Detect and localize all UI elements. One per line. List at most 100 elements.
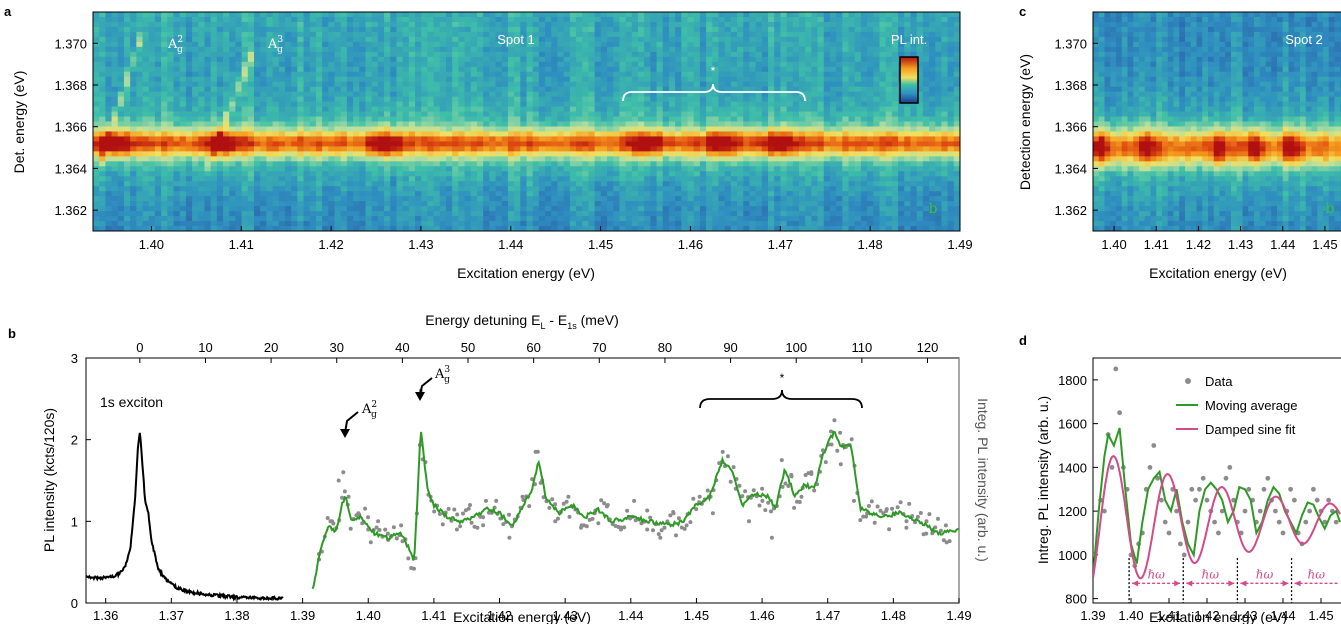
heatmap-cell bbox=[235, 111, 243, 118]
heatmap-cell bbox=[489, 106, 497, 113]
heatmap-cell bbox=[637, 71, 645, 78]
heatmap-cell bbox=[315, 76, 323, 83]
heatmap-cell bbox=[353, 46, 360, 53]
heatmap-cell bbox=[303, 106, 311, 113]
heatmap-cell bbox=[514, 111, 521, 118]
heatmap-cell bbox=[600, 156, 608, 162]
heatmap-cell bbox=[724, 36, 732, 43]
heatmap-cell bbox=[607, 171, 614, 177]
heatmap-cell bbox=[786, 171, 794, 177]
heatmap-cell bbox=[464, 21, 472, 28]
heatmap-cell bbox=[315, 12, 323, 18]
heatmap-cell bbox=[396, 221, 404, 227]
heatmap-cell bbox=[483, 111, 490, 118]
heatmap-cell bbox=[371, 201, 379, 207]
heatmap-cell bbox=[607, 91, 614, 98]
heatmap-cell bbox=[557, 141, 565, 147]
heatmap-cell bbox=[786, 206, 794, 212]
heatmap-cell bbox=[489, 56, 497, 63]
heatmap-cell bbox=[675, 12, 682, 18]
heatmap-cell bbox=[117, 226, 125, 231]
heatmap-cell bbox=[247, 111, 255, 118]
heatmap-cell bbox=[179, 176, 187, 182]
heatmap-cell bbox=[551, 176, 559, 182]
heatmap-cell bbox=[607, 146, 614, 152]
heatmap-cell bbox=[718, 216, 726, 222]
heatmap-cell bbox=[563, 56, 571, 63]
heatmap-cell bbox=[538, 216, 546, 222]
heatmap-cell bbox=[452, 211, 459, 217]
heatmap-cell bbox=[495, 76, 503, 83]
heatmap-cell bbox=[712, 186, 720, 192]
heatmap-cell bbox=[284, 86, 292, 93]
heatmap-cell bbox=[384, 156, 391, 162]
heatmap-cell bbox=[792, 21, 800, 28]
heatmap-cell bbox=[359, 176, 367, 182]
heatmap-cell bbox=[303, 21, 311, 28]
heatmap-cell bbox=[675, 106, 682, 113]
heatmap-cell bbox=[563, 101, 571, 108]
heatmap-cell bbox=[192, 101, 199, 108]
heatmap-cell bbox=[154, 36, 162, 43]
heatmap-cell bbox=[278, 56, 286, 63]
heatmap-cell bbox=[613, 12, 620, 18]
heatmap-cell bbox=[179, 96, 187, 103]
heatmap-cell bbox=[291, 181, 298, 187]
heatmap-cell bbox=[514, 46, 521, 53]
heatmap-cell bbox=[452, 136, 459, 143]
heatmap-cell bbox=[142, 176, 150, 182]
heatmap-cell bbox=[737, 216, 744, 222]
heatmap-cell bbox=[167, 226, 175, 231]
heatmap-cell bbox=[136, 36, 144, 43]
heatmap-cell bbox=[235, 146, 243, 152]
heatmap-cell bbox=[489, 156, 497, 162]
heatmap-cell bbox=[786, 141, 794, 147]
heatmap-cell bbox=[297, 176, 305, 182]
heatmap-cell bbox=[483, 166, 490, 172]
heatmap-cell bbox=[396, 176, 404, 182]
heatmap-cell bbox=[408, 31, 416, 38]
heatmap-cell bbox=[154, 186, 162, 192]
heatmap-cell bbox=[303, 146, 311, 152]
heatmap-cell bbox=[483, 21, 490, 28]
heatmap-cell bbox=[247, 166, 255, 172]
heatmap-cell bbox=[625, 71, 633, 78]
heatmap-cell bbox=[235, 31, 243, 38]
heatmap-cell bbox=[483, 221, 490, 227]
heatmap-cell bbox=[730, 176, 738, 182]
heatmap-cell bbox=[136, 106, 144, 113]
heatmap-cell bbox=[761, 176, 769, 182]
heatmap-cell bbox=[303, 56, 311, 63]
heatmap-cell bbox=[161, 86, 168, 93]
heatmap-cell bbox=[668, 131, 676, 138]
heatmap-cell bbox=[507, 66, 515, 73]
heatmap-cell bbox=[520, 101, 528, 108]
heatmap-cell bbox=[724, 16, 732, 23]
heatmap-cell bbox=[613, 136, 620, 143]
heatmap-cell bbox=[334, 156, 342, 162]
heatmap-cell bbox=[241, 101, 249, 108]
heatmap-cell bbox=[619, 116, 627, 123]
heatmap-cell bbox=[724, 186, 732, 192]
heatmap-cell bbox=[656, 181, 664, 187]
heatmap-cell bbox=[111, 141, 119, 147]
heatmap-cell bbox=[254, 101, 261, 108]
heatmap-cell bbox=[656, 16, 664, 23]
heatmap-cell bbox=[532, 71, 540, 78]
heatmap-cell bbox=[284, 151, 292, 157]
heatmap-cell bbox=[161, 61, 168, 68]
heatmap-cell bbox=[353, 166, 360, 172]
heatmap-cell bbox=[458, 26, 466, 33]
heatmap-cell bbox=[223, 146, 230, 152]
heatmap-cell bbox=[749, 126, 757, 133]
heatmap-cell bbox=[328, 116, 336, 123]
heatmap-cell bbox=[427, 111, 435, 118]
heatmap-cell bbox=[99, 211, 106, 217]
heatmap-cell bbox=[161, 126, 168, 133]
heatmap-cell bbox=[501, 191, 509, 197]
heatmap-cell bbox=[470, 191, 478, 197]
heatmap-cell bbox=[272, 176, 280, 182]
heatmap-cell bbox=[377, 21, 385, 28]
heatmap-cell bbox=[136, 216, 144, 222]
heatmap-cell bbox=[167, 161, 175, 167]
